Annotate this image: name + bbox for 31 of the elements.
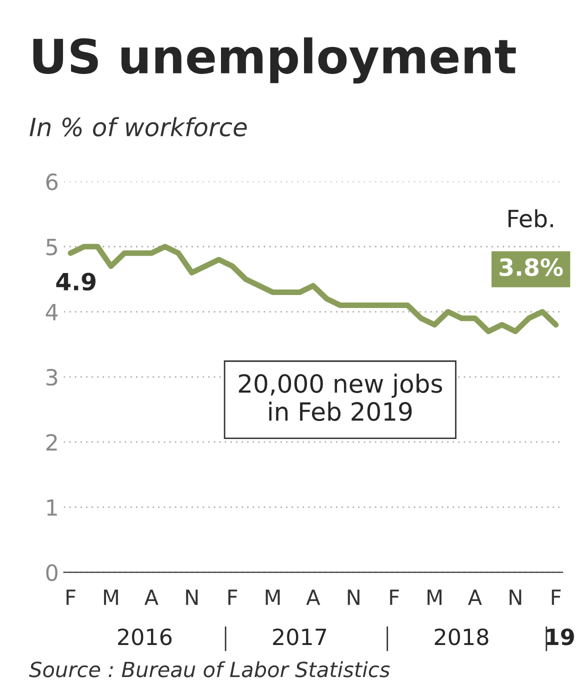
y-tick-label: 2 [46, 434, 57, 451]
annotation: 20,000 new jobs in Feb 2019 [238, 374, 442, 421]
x-tick-label: M [428, 590, 442, 605]
text: 2016 [118, 628, 172, 646]
x-tick-label: M [104, 590, 118, 605]
y-tick-label: 3 [46, 368, 58, 386]
data-label: 3.8% [500, 258, 563, 276]
x-tick-label: F [228, 590, 238, 605]
x-tick-label: N [348, 590, 360, 605]
x-tick-label: F [552, 590, 561, 605]
x-tick-label: A [306, 590, 320, 605]
x-tick-label: A [468, 590, 482, 605]
x-tick-label: M [266, 590, 280, 605]
y-tick-label: 6 [46, 173, 58, 190]
annotation: Feb. [508, 209, 553, 228]
source-note: Source : Bureau of Labor Statistics [29, 661, 390, 678]
chart-title: US unemployment [33, 37, 516, 84]
x-tick-label: A [144, 590, 158, 605]
data-label: 4.9 [56, 272, 96, 291]
text: 2017 [273, 628, 326, 646]
text: 19 [546, 628, 574, 646]
x-tick-label: F [390, 590, 399, 605]
x-tick-label: F [66, 590, 76, 605]
y-tick-label: 5 [46, 238, 57, 256]
y-tick-label: 0 [46, 564, 58, 582]
y-tick-label: 4 [46, 304, 58, 320]
y-tick-label: 1 [47, 499, 57, 516]
x-tick-label: N [510, 590, 522, 605]
text: 2018 [434, 628, 488, 646]
chart-subtitle: In % of workforce [30, 117, 247, 136]
x-tick-label: N [186, 590, 198, 605]
